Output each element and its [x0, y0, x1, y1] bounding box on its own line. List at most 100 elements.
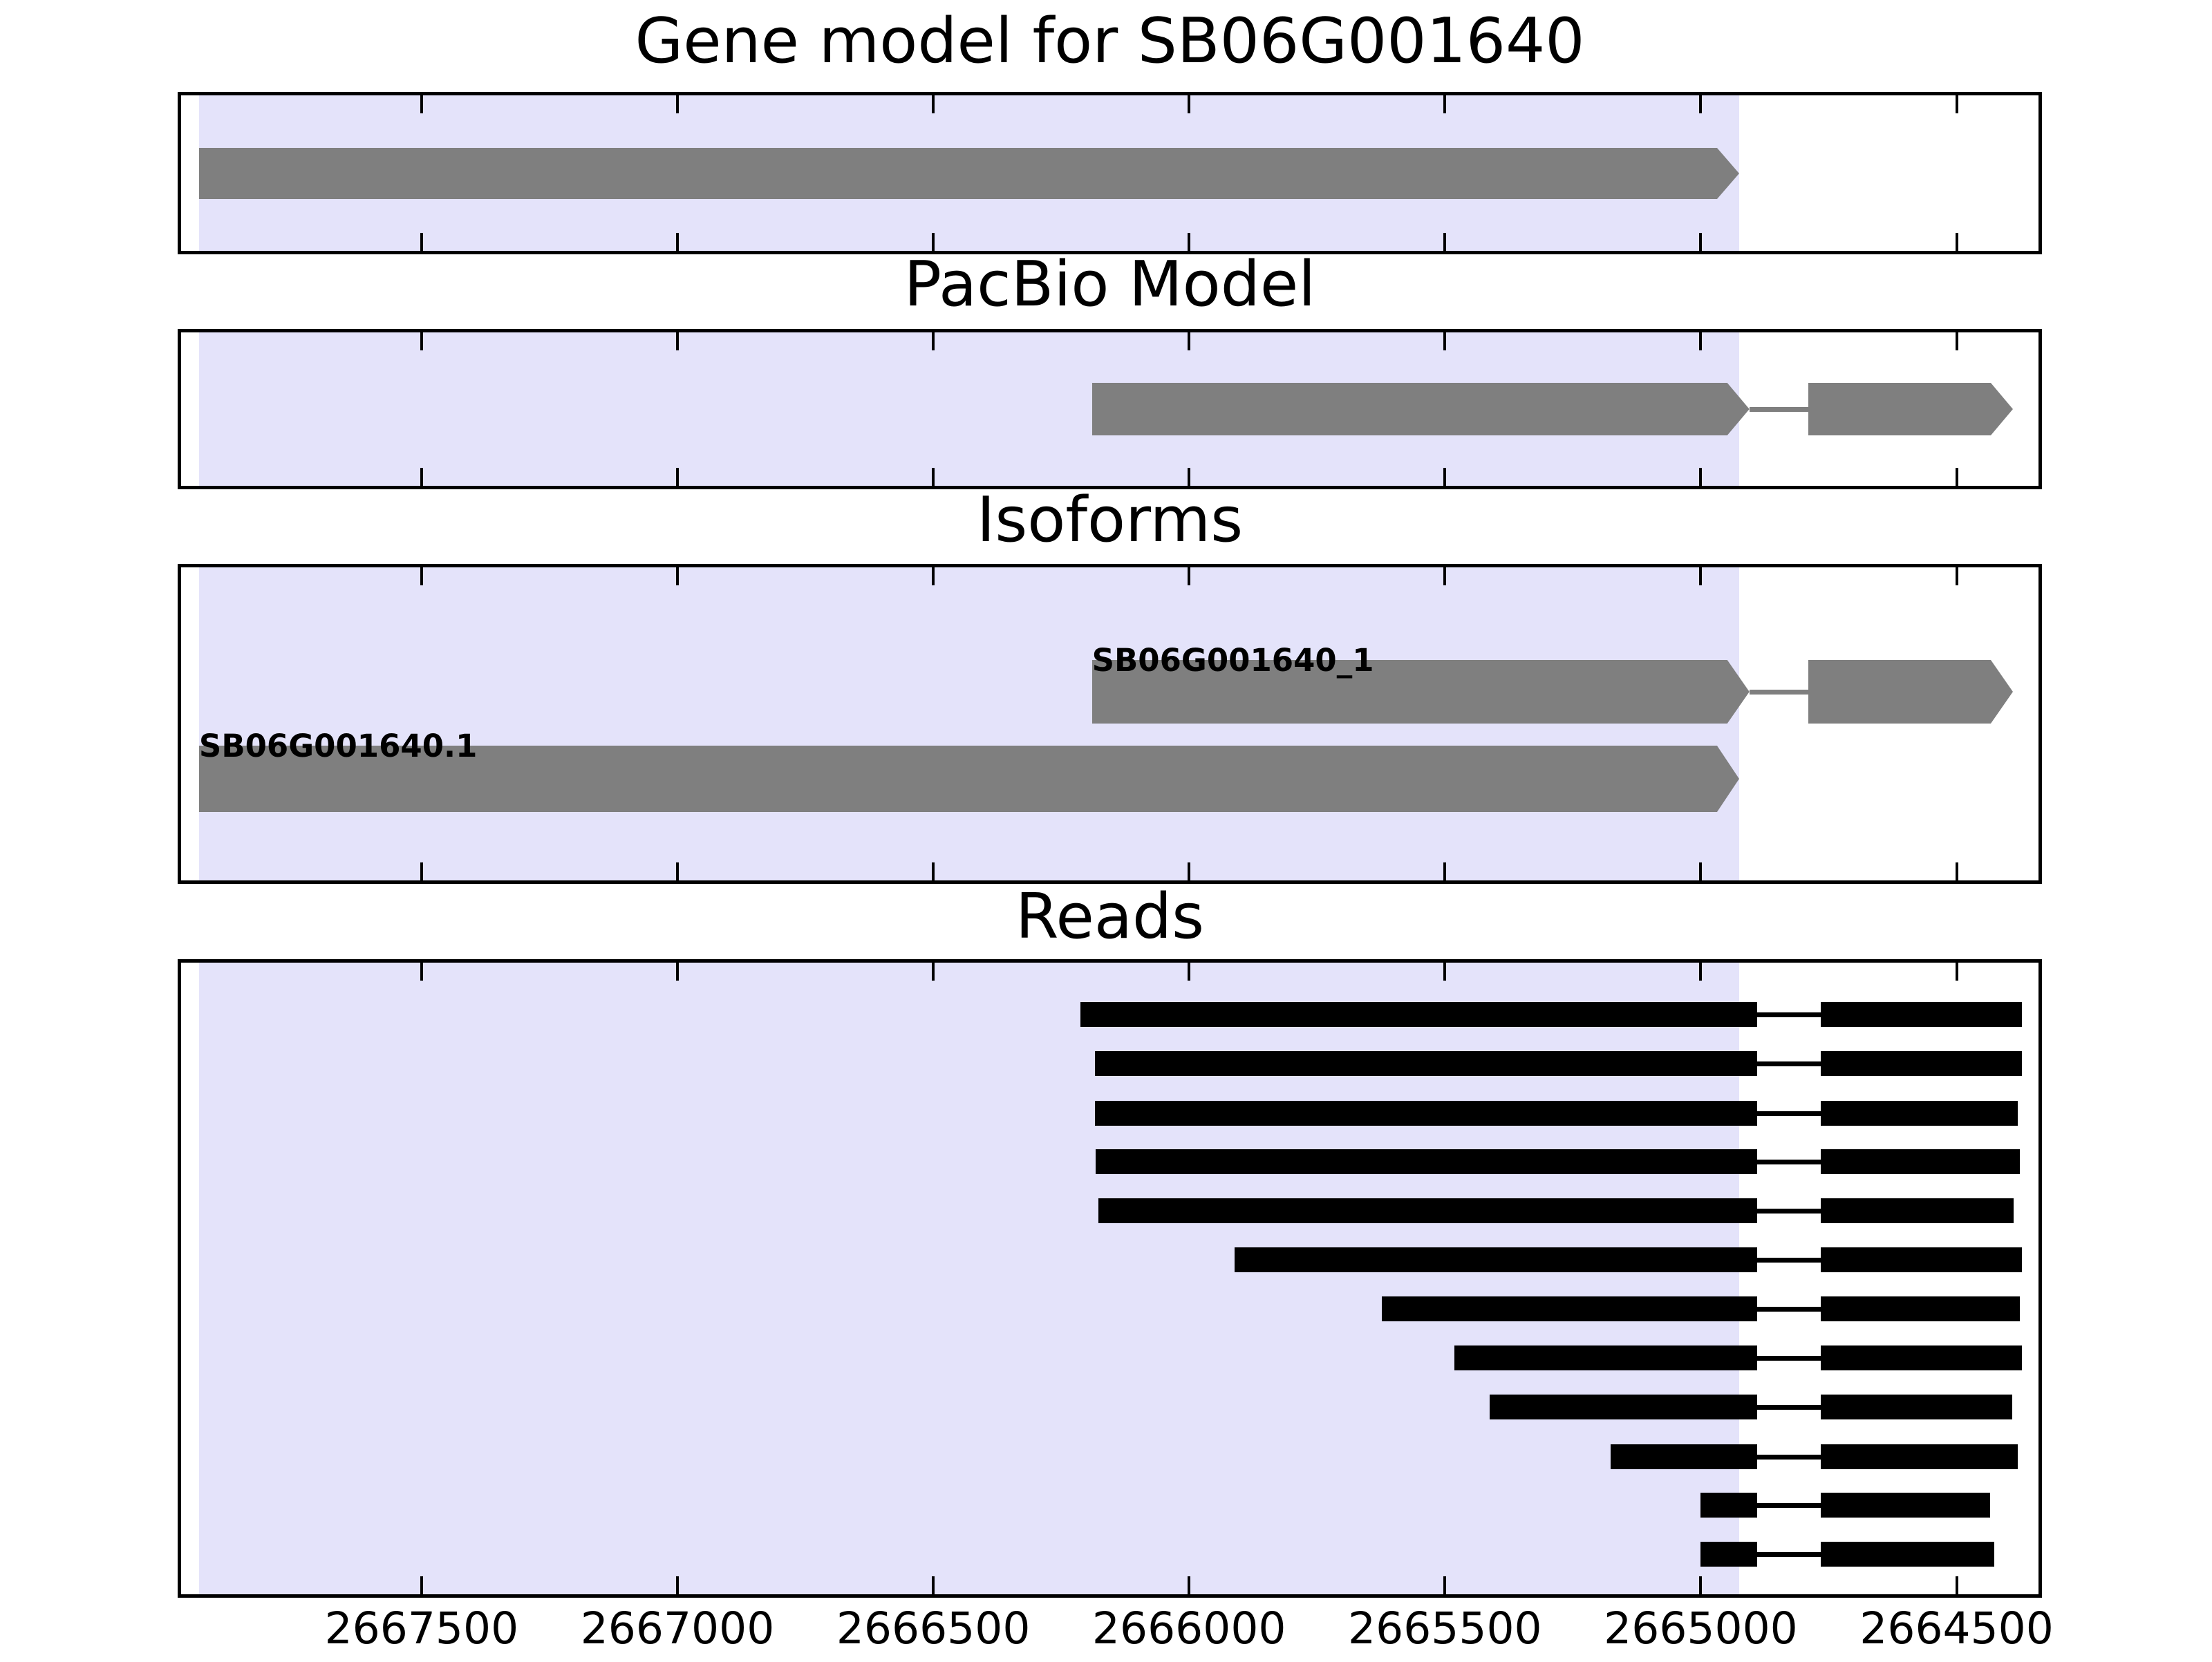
read-row	[181, 1247, 2038, 1272]
tick-mark	[676, 468, 679, 486]
x-tick-label: 2665000	[1604, 1603, 1798, 1654]
read-row	[181, 1198, 2038, 1223]
intron-line	[1756, 1257, 1821, 1263]
read-row	[181, 1395, 2038, 1419]
intron-line	[1756, 1061, 1821, 1066]
x-tick-label: 2665500	[1348, 1603, 1542, 1654]
isoform-label: SB06G001640.1	[198, 728, 478, 764]
x-tick-label: 2664500	[1859, 1603, 2054, 1654]
read-block	[1095, 1149, 1757, 1174]
read-block	[1611, 1444, 1757, 1469]
tick-mark	[1443, 233, 1447, 251]
tick-mark	[1955, 862, 1958, 880]
tick-mark	[676, 567, 679, 585]
tick-mark	[676, 95, 679, 113]
tick-mark	[1188, 1576, 1191, 1594]
tick-mark	[932, 567, 935, 585]
highlight-region	[198, 567, 1739, 880]
tick-mark	[676, 233, 679, 251]
tick-mark	[1188, 468, 1191, 486]
read-block	[1821, 1493, 1991, 1518]
tick-mark	[1443, 95, 1447, 113]
tick-mark	[420, 233, 423, 251]
intron-line	[1756, 1502, 1821, 1508]
x-axis-tick-labels: 2667500 2667000 2666500 2666000 2665500 26650…	[0, 1607, 2212, 1662]
x-tick-label: 2666000	[1091, 1603, 1286, 1654]
read-block	[1821, 1542, 1995, 1567]
tick-mark	[1699, 567, 1703, 585]
tick-mark	[1699, 95, 1703, 113]
read-block	[1095, 1051, 1757, 1076]
tick-mark	[932, 963, 935, 981]
read-block	[1821, 1149, 2021, 1174]
tick-mark	[932, 233, 935, 251]
read-block	[1454, 1345, 1757, 1370]
intron-line	[1756, 1454, 1821, 1460]
intron-line	[1756, 1551, 1821, 1557]
intron-line	[1756, 1208, 1821, 1214]
tick-mark	[1955, 1576, 1958, 1594]
tick-mark	[932, 862, 935, 880]
transcript-row	[181, 660, 2038, 724]
read-block	[1381, 1296, 1757, 1321]
tick-mark	[1188, 567, 1191, 585]
x-tick-label: 2667000	[580, 1603, 775, 1654]
tick-mark	[1699, 963, 1703, 981]
tick-mark	[676, 1576, 679, 1594]
read-block	[1235, 1247, 1757, 1272]
pacbio-model-track	[178, 329, 2042, 489]
tick-mark	[932, 332, 935, 350]
intron-line	[1756, 1012, 1821, 1017]
intron-line	[1756, 1111, 1821, 1116]
gene-model-track-plot-area	[181, 95, 2038, 251]
read-block	[1700, 1542, 1757, 1567]
read-block	[1080, 1002, 1757, 1027]
tick-mark	[1699, 1576, 1703, 1594]
pacbio-model-title: PacBio Model	[903, 248, 1316, 321]
tick-mark	[420, 963, 423, 981]
read-block	[1821, 1002, 2023, 1027]
read-block	[1821, 1444, 2018, 1469]
read-row	[181, 1101, 2038, 1126]
tick-mark	[932, 468, 935, 486]
tick-mark	[420, 1576, 423, 1594]
tick-mark	[420, 95, 423, 113]
read-block	[1821, 1101, 2018, 1126]
tick-mark	[1188, 233, 1191, 251]
read-block	[1821, 1247, 2023, 1272]
tick-mark	[1443, 468, 1447, 486]
exon-arrow	[1808, 660, 2013, 724]
read-block	[1821, 1296, 2021, 1321]
tick-mark	[676, 332, 679, 350]
gene-model-track	[178, 92, 2042, 254]
tick-mark	[676, 862, 679, 880]
intron-line	[1749, 689, 1808, 695]
tick-mark	[1188, 862, 1191, 880]
read-block	[1700, 1493, 1757, 1518]
intron-line	[1756, 1306, 1821, 1312]
isoform-label: SB06G001640_1	[1091, 642, 1374, 679]
tick-mark	[1955, 468, 1958, 486]
exon-arrow	[1092, 660, 1750, 724]
tick-mark	[1955, 332, 1958, 350]
x-tick-label: 2666500	[836, 1603, 1031, 1654]
tick-mark	[1699, 468, 1703, 486]
reads-track-plot-area	[181, 963, 2038, 1594]
tick-mark	[420, 567, 423, 585]
read-row	[181, 1444, 2038, 1469]
tick-mark	[1188, 963, 1191, 981]
gene-model-title: Gene model for SB06G001640	[635, 5, 1585, 77]
tick-mark	[932, 1576, 935, 1594]
tick-mark	[420, 862, 423, 880]
transcript-row	[181, 383, 2038, 435]
tick-mark	[1699, 862, 1703, 880]
tick-mark	[420, 332, 423, 350]
intron-line	[1756, 1404, 1821, 1410]
read-row	[181, 1002, 2038, 1027]
pacbio-model-track-plot-area	[181, 332, 2038, 486]
intron-line	[1756, 1159, 1821, 1164]
read-block	[1095, 1101, 1757, 1126]
tick-mark	[676, 963, 679, 981]
intron-line	[1749, 406, 1808, 412]
tick-mark	[932, 95, 935, 113]
